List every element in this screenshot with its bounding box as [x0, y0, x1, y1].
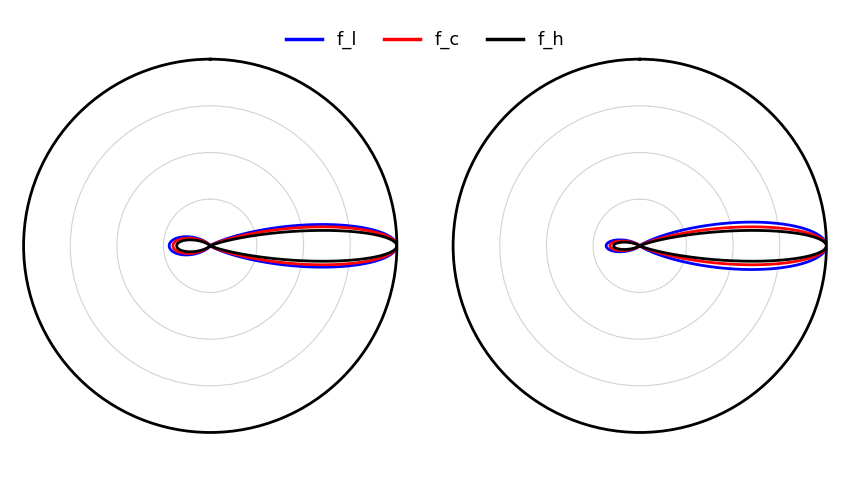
f_h	[205, 243, 215, 249]
f_c	[186, 250, 196, 256]
f_h	[628, 246, 638, 251]
f_l	[620, 248, 631, 254]
f_c	[821, 243, 831, 249]
f_c	[635, 243, 645, 249]
f_l	[205, 243, 215, 249]
Line: f_h: f_h	[177, 230, 397, 261]
f_l	[635, 243, 645, 249]
f_c	[205, 243, 215, 249]
f_c	[205, 243, 215, 249]
f_l	[821, 243, 831, 249]
f_c	[635, 243, 645, 249]
f_h	[190, 248, 201, 254]
f_l	[205, 243, 215, 249]
f_h	[635, 243, 645, 249]
f_h	[205, 243, 215, 249]
f_h	[638, 244, 648, 250]
f_l	[205, 243, 215, 249]
f_c	[635, 243, 645, 249]
f_l	[635, 243, 645, 249]
f_c	[205, 243, 215, 249]
f_h	[205, 243, 215, 249]
f_c	[171, 238, 181, 244]
f_l	[205, 243, 215, 249]
f_l	[182, 252, 192, 258]
f_c	[218, 248, 228, 254]
f_l	[635, 243, 645, 249]
f_h	[205, 243, 215, 249]
f_h	[635, 243, 645, 249]
f_h	[392, 243, 402, 249]
Line: f_l: f_l	[169, 224, 397, 267]
f_h	[205, 243, 215, 249]
f_l	[635, 243, 645, 249]
Line: f_l: f_l	[606, 222, 826, 270]
f_l	[635, 243, 645, 249]
f_c	[392, 243, 402, 249]
f_h	[635, 243, 645, 249]
f_h	[635, 243, 645, 249]
f_c	[635, 243, 645, 249]
f_c	[624, 247, 634, 253]
f_l	[666, 256, 677, 262]
f_h	[821, 243, 831, 249]
f_h	[635, 243, 645, 249]
f_c	[635, 243, 645, 249]
f_h	[208, 244, 218, 250]
f_l	[227, 251, 237, 257]
f_l	[167, 238, 178, 244]
f_l	[605, 239, 615, 245]
f_c	[205, 243, 215, 249]
Line: f_c: f_c	[173, 227, 397, 265]
f_c	[647, 248, 657, 254]
f_c	[205, 243, 215, 249]
Line: f_c: f_c	[610, 227, 826, 265]
f_c	[609, 239, 619, 245]
f_l	[392, 243, 402, 249]
f_h	[613, 240, 623, 246]
f_l	[205, 243, 215, 249]
Legend: f_l, f_c, f_h: f_l, f_c, f_h	[279, 24, 571, 57]
f_h	[175, 239, 185, 245]
Line: f_h: f_h	[614, 230, 826, 261]
